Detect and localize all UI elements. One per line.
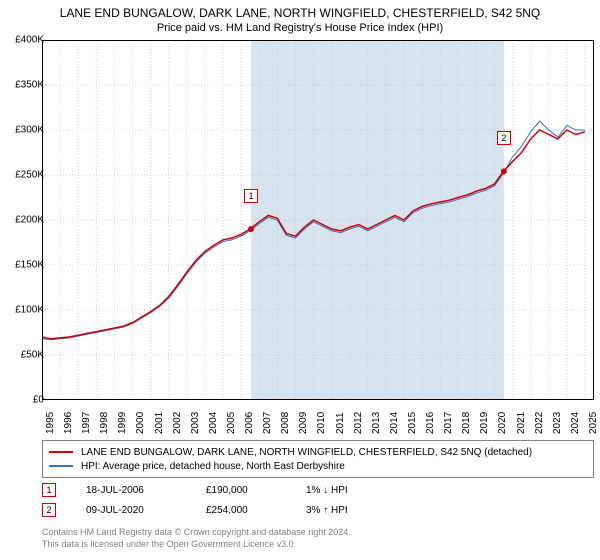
x-axis-label: 2012: [353, 412, 364, 434]
legend-swatch: [49, 451, 73, 453]
x-axis-label: 1997: [81, 412, 92, 434]
x-axis-label: 2018: [461, 412, 472, 434]
x-axis-label: 2000: [135, 412, 146, 434]
x-axis-label: 2005: [226, 412, 237, 434]
y-axis-label: £250K: [15, 170, 44, 181]
x-axis-label: 2019: [479, 412, 490, 434]
chart-title-1: LANE END BUNGALOW, DARK LANE, NORTH WING…: [0, 0, 600, 20]
marker-price: £254,000: [206, 505, 306, 516]
x-axis-label: 2025: [588, 412, 599, 434]
y-axis-label: £200K: [15, 215, 44, 226]
x-axis-label: 2024: [570, 412, 581, 434]
marker-badge: 1: [42, 483, 56, 497]
copyright-line-1: Contains HM Land Registry data © Crown c…: [42, 526, 351, 538]
y-axis-label: £150K: [15, 260, 44, 271]
x-axis-label: 2015: [407, 412, 418, 434]
marker-diff: 3% ↑ HPI: [306, 505, 426, 516]
marker-diff: 1% ↓ HPI: [306, 485, 426, 496]
marker-table-row: 2 09-JUL-2020£254,0003% ↑ HPI: [42, 500, 426, 520]
marker-table-row: 1 18-JUL-2006£190,0001% ↓ HPI: [42, 480, 426, 500]
x-axis-label: 2022: [534, 412, 545, 434]
marker-badge: 2: [42, 503, 56, 517]
x-axis-label: 2004: [208, 412, 219, 434]
x-axis-label: 1995: [45, 412, 56, 434]
marker-table: 1 18-JUL-2006£190,0001% ↓ HPI 2 09-JUL-2020…: [42, 480, 426, 520]
x-axis-label: 2016: [425, 412, 436, 434]
chart-title-2: Price paid vs. HM Land Registry's House …: [0, 20, 600, 34]
x-axis-label: 1996: [63, 412, 74, 434]
y-axis-label: £400K: [15, 35, 44, 46]
y-axis-label: £100K: [15, 305, 44, 316]
chart-plot-area: [42, 40, 594, 400]
x-axis-label: 2011: [335, 412, 346, 434]
x-axis-label: 2017: [443, 412, 454, 434]
chart-marker-2: 2: [497, 131, 511, 145]
x-axis-label: 2010: [316, 412, 327, 434]
x-axis-label: 2007: [262, 412, 273, 434]
x-axis-label: 2021: [516, 412, 527, 434]
x-axis-label: 2008: [280, 412, 291, 434]
x-axis-label: 2023: [552, 412, 563, 434]
y-axis-label: £300K: [15, 125, 44, 136]
y-axis-label: £350K: [15, 80, 44, 91]
x-axis-label: 2001: [154, 412, 165, 434]
x-axis-label: 2020: [497, 412, 508, 434]
x-axis-label: 2009: [298, 412, 309, 434]
legend-row: LANE END BUNGALOW, DARK LANE, NORTH WING…: [49, 445, 587, 459]
legend-box: LANE END BUNGALOW, DARK LANE, NORTH WING…: [42, 440, 594, 478]
chart-marker-1: 1: [244, 189, 258, 203]
marker-date: 18-JUL-2006: [86, 485, 206, 496]
x-axis-label: 1999: [117, 412, 128, 434]
copyright-text: Contains HM Land Registry data © Crown c…: [42, 526, 351, 550]
x-axis-label: 2006: [244, 412, 255, 434]
x-axis-label: 2002: [172, 412, 183, 434]
legend-label: HPI: Average price, detached house, Nort…: [81, 461, 345, 472]
legend-swatch: [49, 465, 73, 467]
x-axis-label: 2014: [389, 412, 400, 434]
legend-row: HPI: Average price, detached house, Nort…: [49, 459, 587, 473]
legend-label: LANE END BUNGALOW, DARK LANE, NORTH WING…: [81, 447, 532, 458]
y-axis-label: £0: [33, 395, 44, 406]
x-axis-label: 1998: [99, 412, 110, 434]
copyright-line-2: This data is licensed under the Open Gov…: [42, 538, 351, 550]
marker-date: 09-JUL-2020: [86, 505, 206, 516]
chart-container: LANE END BUNGALOW, DARK LANE, NORTH WING…: [0, 0, 600, 560]
marker-price: £190,000: [206, 485, 306, 496]
y-axis-label: £50K: [21, 350, 44, 361]
x-axis-label: 2013: [371, 412, 382, 434]
x-axis-label: 2003: [190, 412, 201, 434]
